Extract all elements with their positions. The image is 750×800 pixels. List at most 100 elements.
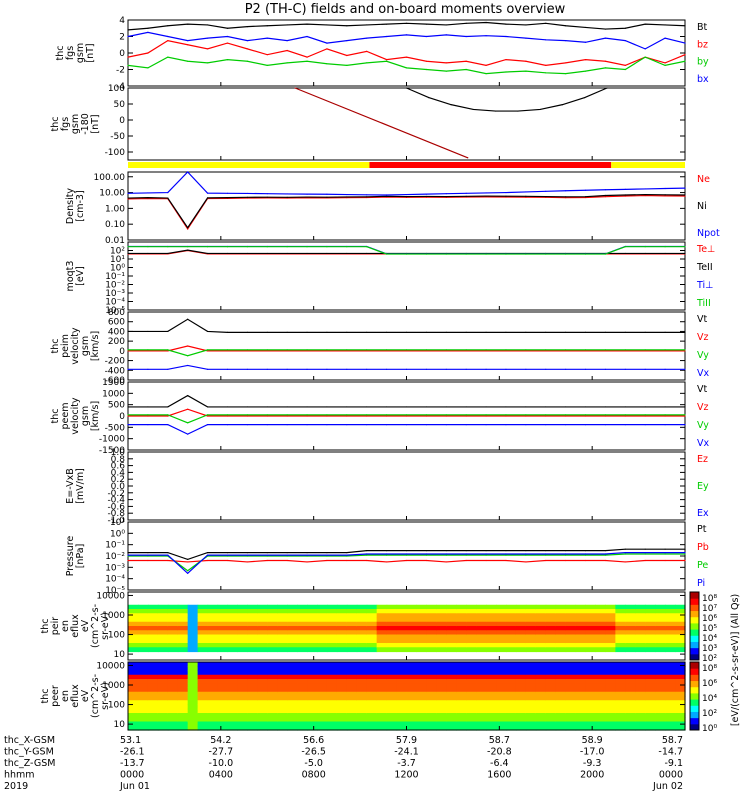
spectrogram-cell [267, 617, 278, 623]
spectrogram-cell [446, 717, 457, 723]
spectrogram-cell [326, 626, 338, 631]
spectrogram-cell [396, 666, 408, 672]
spectrogram-cell [128, 647, 139, 653]
spectrogram-cell [595, 679, 607, 684]
spectrogram-cell [247, 713, 258, 718]
spectrogram-cell [336, 630, 348, 636]
data-point [306, 196, 308, 198]
data-point [545, 549, 547, 552]
spectrogram-cell [277, 691, 288, 697]
spectrogram-cell [486, 609, 497, 614]
data-point [644, 56, 646, 58]
spectrogram-cell [416, 683, 427, 689]
spectrogram-cell [147, 604, 159, 610]
x-axis-value: -20.8 [487, 747, 512, 758]
spectrogram-cell [227, 634, 239, 640]
spectrogram-cell [416, 666, 427, 672]
spectrogram-cell [167, 666, 179, 672]
spectrogram-cell [307, 721, 318, 727]
spectrogram-cell [177, 621, 189, 627]
spectrogram-cell [326, 617, 338, 623]
colorbar-cell [690, 598, 699, 605]
data-point [226, 424, 229, 426]
spectrogram-cell [635, 638, 646, 644]
data-point [246, 424, 248, 426]
data-point [306, 349, 308, 351]
spectrogram-cell [655, 696, 666, 701]
data-point [465, 414, 467, 416]
data-point [604, 549, 607, 552]
data-point [286, 424, 288, 426]
spectrogram-cell [287, 674, 298, 680]
spectrogram-cell [267, 700, 278, 706]
spectrogram-cell [535, 696, 547, 701]
y-tick-label: 600 [108, 318, 125, 328]
spectrogram-cell [386, 691, 398, 697]
data-point [405, 559, 408, 562]
y-tick-label: 10⁻¹ [105, 541, 125, 551]
spectrogram-cell [446, 679, 457, 684]
spectrogram-cell [386, 630, 398, 636]
data-point [624, 252, 626, 255]
spectrogram-cell [297, 630, 308, 636]
data-point [644, 553, 646, 555]
spectrogram-cell [496, 626, 507, 631]
spectrogram-cell [237, 666, 248, 672]
data-point [206, 559, 209, 562]
spectrogram-cell [237, 638, 248, 644]
spectrogram-cell [625, 634, 636, 640]
spectrogram-cell [237, 704, 248, 710]
spectrogram-cell [346, 647, 358, 653]
spectrogram-cell [436, 708, 447, 714]
y-axis-label: thc [40, 619, 51, 634]
spectrogram-cell [386, 626, 398, 631]
spectrogram-cell [346, 634, 358, 640]
data-point [624, 194, 626, 196]
data-point [346, 331, 348, 333]
spectrogram-cell [247, 666, 258, 672]
spectrogram-cell [446, 713, 457, 718]
data-point [405, 331, 408, 333]
spectrogram-cell [605, 604, 616, 610]
data-point [246, 414, 248, 416]
spectrogram-cell [157, 630, 169, 636]
spectrogram-cell [297, 666, 308, 672]
spectrogram-cell [197, 725, 209, 731]
spectrogram-cell [197, 679, 209, 684]
y-axis-label: gsm [80, 406, 91, 426]
spectrogram-cell [147, 630, 159, 636]
spectrogram-cell [565, 670, 577, 676]
spectrogram-cell [436, 713, 447, 718]
data-point [565, 350, 567, 352]
spectrogram-cell [665, 613, 676, 619]
spectrogram-cell [655, 643, 666, 648]
spectrogram-cell [376, 634, 388, 640]
spectrogram-cell [505, 696, 517, 701]
data-point [246, 26, 248, 28]
spectrogram-cell [515, 691, 527, 697]
spectrogram-cell [535, 679, 547, 684]
spectrogram-cell [307, 643, 318, 648]
spectrogram-cell [655, 609, 666, 614]
data-point [445, 193, 447, 195]
data-point [525, 191, 527, 193]
spectrogram-cell [346, 643, 358, 648]
data-point [604, 368, 607, 370]
spectrogram-cell [386, 674, 398, 680]
spectrogram-cell [346, 704, 358, 710]
spectrogram-cell [197, 666, 209, 672]
data-point [684, 194, 686, 196]
spectrogram-cell [456, 613, 467, 619]
spectrogram-cell [247, 609, 258, 614]
spectrogram-cell [147, 638, 159, 644]
data-point [565, 559, 567, 562]
spectrogram-cell [227, 643, 239, 648]
spectrogram-cell [297, 643, 308, 648]
spectrogram-cell [675, 683, 686, 689]
spectrogram-cell [515, 674, 527, 680]
spectrogram-cell [356, 717, 368, 723]
spectrogram-cell [376, 708, 388, 714]
spectrogram-cell [326, 674, 338, 680]
spectrogram-cell [486, 613, 497, 619]
